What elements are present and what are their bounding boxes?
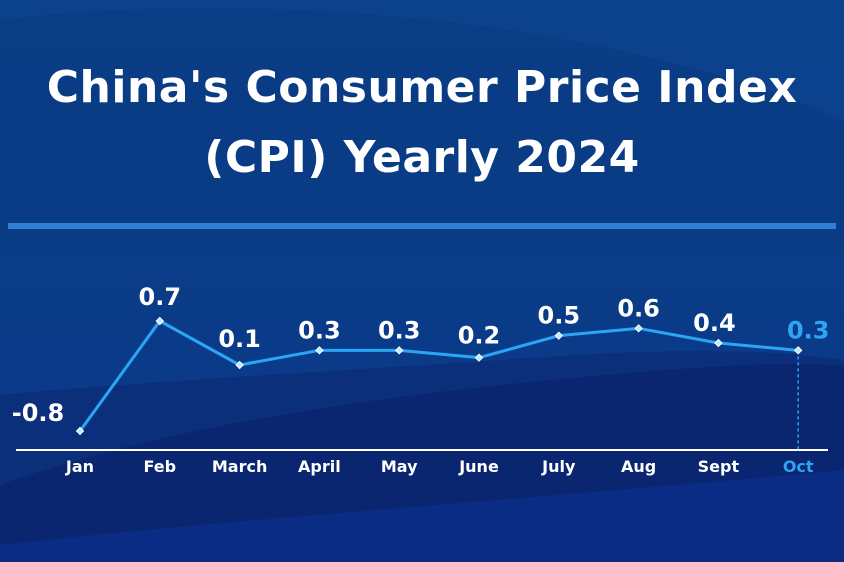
- value-labels: -0.8 0.7 0.1 0.3 0.3 0.2 0.5 0.6 0.4 0.3: [12, 283, 830, 427]
- series-layer: [78, 319, 800, 450]
- x-tick-label-feb: Feb: [144, 457, 177, 476]
- value-label-aug: 0.6: [617, 294, 660, 322]
- chart-title-line-1: China's Consumer Price Index: [46, 62, 798, 113]
- x-tick-label-sept: Sept: [698, 457, 740, 476]
- value-label-may: 0.3: [378, 316, 421, 344]
- data-point-feb: [155, 316, 165, 326]
- value-label-feb: 0.7: [139, 283, 182, 311]
- value-label-july: 0.5: [538, 302, 581, 330]
- chart-title-line-2: (CPI) Yearly 2024: [204, 132, 640, 183]
- x-tick-label-oct: Oct: [783, 457, 814, 476]
- data-point-jan: [75, 426, 85, 436]
- x-tick-label-june: June: [458, 457, 499, 476]
- x-tick-label-march: March: [212, 457, 267, 476]
- value-label-march: 0.1: [218, 325, 261, 353]
- x-tick-label-aug: Aug: [621, 457, 656, 476]
- data-point-march: [235, 360, 244, 370]
- data-point-oct: [793, 346, 803, 355]
- x-tick-label-may: May: [381, 457, 418, 476]
- data-point-sept: [714, 338, 723, 348]
- x-tick-labels: Jan Feb March April May June July Aug Sept Oct: [65, 457, 814, 476]
- data-point-aug: [634, 324, 643, 333]
- data-point-june: [474, 353, 484, 362]
- points-layer: [75, 316, 803, 436]
- data-point-july: [554, 331, 564, 340]
- value-label-april: 0.3: [298, 316, 341, 344]
- value-label-sept: 0.4: [693, 309, 736, 337]
- data-point-april: [315, 346, 324, 355]
- value-label-jan: -0.8: [12, 399, 64, 427]
- x-tick-label-jan: Jan: [65, 457, 94, 476]
- x-tick-label-april: April: [298, 457, 341, 476]
- value-label-oct: 0.3: [787, 316, 830, 344]
- x-tick-label-july: July: [541, 457, 576, 476]
- data-point-may: [394, 346, 404, 355]
- cpi-series-line: [78, 319, 800, 433]
- value-label-june: 0.2: [458, 322, 501, 350]
- title-divider: [8, 223, 836, 229]
